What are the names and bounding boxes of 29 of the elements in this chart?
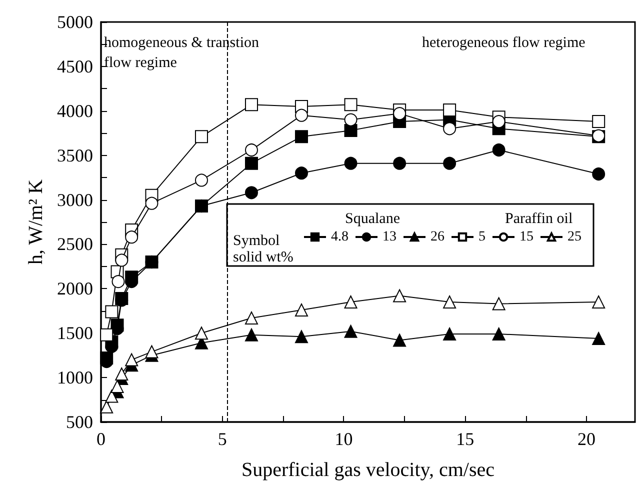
- x-tick-label: 10: [334, 429, 353, 449]
- annotation: heterogeneous flow regime: [422, 35, 586, 51]
- y-tick-label: 4500: [57, 56, 93, 76]
- y-tick-label: 5000: [57, 12, 93, 32]
- y-tick-label: 4000: [57, 100, 93, 121]
- annotation: Symbol: [233, 233, 280, 249]
- x-tick-label: 20: [577, 429, 596, 449]
- legend-label: 4.8: [331, 230, 348, 244]
- y-axis-title: h, W/m² K: [25, 178, 47, 265]
- y-tick-label: 1000: [57, 368, 93, 388]
- legend-label: 13: [382, 230, 396, 244]
- legend-label: 5: [478, 230, 486, 244]
- y-tick-label: 500: [66, 412, 93, 432]
- x-tick-label: 15: [456, 429, 474, 449]
- annotation: Squalane: [345, 211, 400, 227]
- y-tick-label: 1500: [57, 323, 93, 344]
- legend-title: solid wt%: [233, 250, 294, 266]
- y-tick-label: 3000: [57, 190, 93, 210]
- x-axis-title: Superficial gas velocity, cm/sec: [241, 459, 495, 481]
- legend-label: 25: [568, 230, 582, 244]
- y-tick-label: 2500: [57, 234, 93, 254]
- annotation: Paraffin oil: [505, 211, 573, 227]
- x-tick-label: 0: [96, 429, 106, 449]
- x-tick-label: 5: [218, 429, 227, 449]
- legend-label: 26: [430, 230, 444, 244]
- y-tick-label: 3500: [57, 145, 93, 166]
- annotation: homogeneous & transtion flow regime: [104, 35, 260, 71]
- legend-label: 15: [520, 230, 534, 244]
- y-tick-label: 2000: [57, 278, 93, 299]
